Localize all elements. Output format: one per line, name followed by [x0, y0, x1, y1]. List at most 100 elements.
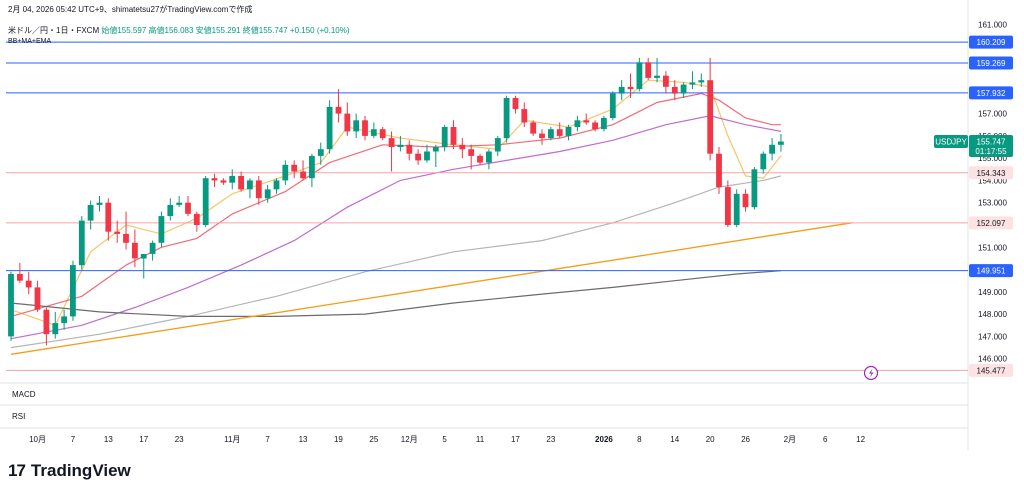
y-tick-label: 155.000 — [978, 154, 1007, 163]
tradingview-logo[interactable]: 17 TradingView — [8, 461, 131, 481]
candle-body — [309, 155, 315, 179]
candle-body — [211, 178, 218, 181]
candles — [8, 57, 784, 346]
line-trendline — [10, 222, 852, 355]
x-tick-label: 17 — [511, 435, 520, 444]
price-tag-160.209: 160.209 — [969, 35, 1013, 49]
candle-body — [494, 138, 501, 152]
price-tag-text: 152.097 — [977, 219, 1006, 228]
y-tick-label: 151.000 — [978, 243, 1007, 252]
candle-body — [733, 193, 740, 225]
candle-body — [140, 254, 147, 259]
candle-body — [317, 149, 324, 156]
line-ema-fast — [10, 79, 782, 327]
candle-body — [716, 153, 722, 188]
candle-body — [742, 193, 749, 208]
candle-body — [459, 144, 466, 150]
line-sma-200 — [10, 270, 781, 317]
candle-body — [486, 151, 492, 163]
candle-body — [627, 86, 634, 90]
candle-body — [78, 220, 85, 266]
price-tag-text: 149.951 — [977, 267, 1006, 276]
x-tick-label: 19 — [334, 435, 343, 444]
candle-body — [477, 155, 483, 163]
candle-body — [424, 151, 430, 161]
line-ema-mid — [10, 115, 782, 340]
macd-pane-label[interactable]: MACD — [12, 390, 36, 399]
candle-body — [87, 205, 94, 221]
candle-body — [273, 180, 280, 190]
line-bb-mid — [10, 92, 781, 317]
candle-body — [415, 153, 421, 161]
candle-body — [769, 144, 775, 154]
candle-body — [583, 120, 590, 123]
candle-body — [698, 80, 705, 83]
candle-body — [689, 82, 696, 85]
candle-body — [618, 86, 625, 94]
x-tick-label: 20 — [706, 435, 715, 444]
candle-body — [114, 231, 121, 234]
price-tag-152.097: 152.097 — [969, 216, 1013, 230]
price-tag-text: 157.932 — [977, 89, 1006, 98]
candle-body — [247, 180, 253, 190]
candle-body — [636, 62, 643, 89]
x-tick-label: 7 — [71, 435, 76, 444]
time-axis[interactable]: 10月 7 13 17 23 11月 7 13 19 25 12月 5 11 17 23 2026 8 14 20 2… — [29, 435, 865, 444]
candle-body — [362, 120, 368, 136]
x-tick-label: 10月 — [29, 435, 46, 444]
price-axis[interactable]: 161.000157.000156.000155.000154.000153.0… — [978, 20, 1007, 363]
x-tick-label: 25 — [369, 435, 378, 444]
tradingview-mark-icon: 17 — [8, 461, 26, 480]
candle-body — [17, 274, 23, 281]
price-tag-text: 160.209 — [977, 38, 1006, 47]
symbol-name[interactable]: 米ドル／円・1日・FXCM — [8, 26, 100, 35]
tradingview-brand: TradingView — [30, 461, 131, 480]
rsi-pane-label[interactable]: RSI — [12, 412, 26, 421]
candle-body — [751, 169, 758, 208]
x-tick-label: 13 — [104, 435, 113, 444]
price-tag-159.269: 159.269 — [969, 56, 1013, 70]
indicator-legend[interactable]: BB+MA+EMA — [8, 38, 52, 45]
candle-body — [25, 280, 32, 288]
candle-body — [397, 144, 404, 147]
candle-body — [778, 141, 784, 145]
price-tag-157.932: 157.932 — [969, 86, 1013, 100]
candle-body — [96, 202, 103, 205]
x-tick-label: 13 — [299, 435, 308, 444]
candle-body — [548, 129, 554, 139]
price-tag-bg — [969, 264, 1013, 278]
current-price-text: 155.747 — [977, 138, 1006, 147]
candle-body — [663, 75, 669, 87]
candle-body — [370, 129, 377, 136]
candle-body — [379, 129, 386, 139]
candle-body — [609, 93, 616, 118]
candle-body — [264, 189, 271, 199]
y-tick-label: 153.000 — [978, 199, 1007, 208]
x-tick-label: 8 — [637, 435, 642, 444]
candle-body — [300, 171, 306, 179]
countdown-text: 01:17:55 — [975, 147, 1007, 156]
candle-body — [291, 164, 298, 172]
candle-body — [176, 202, 183, 205]
price-tag-149.951: 149.951 — [969, 264, 1013, 278]
y-tick-label: 146.000 — [978, 355, 1007, 364]
candle-body — [450, 127, 457, 145]
horizontal-lines — [6, 41, 968, 371]
alert-icon[interactable] — [863, 365, 879, 381]
price-tag-bg — [969, 216, 1013, 230]
price-tag-bg — [969, 166, 1013, 180]
candle-body — [539, 133, 545, 139]
candle-body — [441, 127, 448, 148]
candle-body — [8, 274, 14, 337]
y-tick-label: 154.000 — [978, 176, 1007, 185]
grid-layer — [0, 0, 969, 450]
candle-body — [353, 120, 360, 132]
y-tick-label: 148.000 — [978, 310, 1007, 319]
candle-body — [556, 129, 563, 136]
symbol-tag-bg — [934, 135, 968, 149]
candle-body — [654, 75, 660, 78]
symbol-legend[interactable]: 米ドル／円・1日・FXCM 始値155.597 高値156.083 安値155.… — [8, 25, 350, 36]
candle-body — [574, 120, 581, 127]
candle-body — [521, 109, 528, 123]
